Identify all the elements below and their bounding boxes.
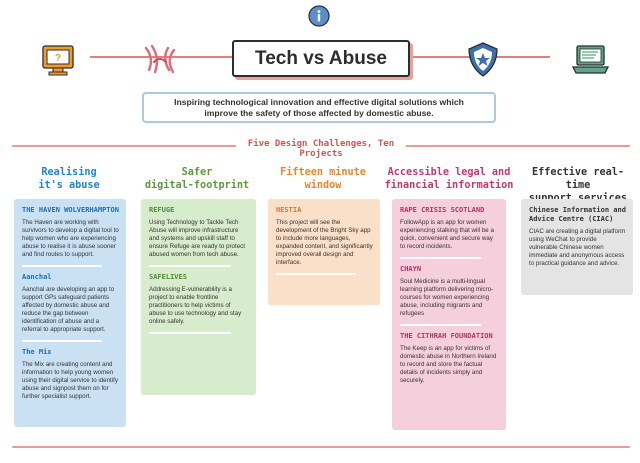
panel-realtime-support: Chinese Information and Advice Centre (C… bbox=[521, 199, 633, 295]
divider bbox=[400, 257, 482, 259]
subtitle-line-2: improve the safety of those affected by … bbox=[204, 108, 434, 118]
laptop-icon bbox=[571, 45, 610, 74]
heading-line: Accessible legal and bbox=[387, 167, 511, 178]
project-description: Using Technology to Tackle Tech Abuse wi… bbox=[149, 219, 245, 258]
panel-legal-financial: RAPE CRISIS SCOTLAND FollowApp is an app… bbox=[392, 199, 506, 430]
project-description: The Mix are creating content and informa… bbox=[22, 361, 118, 400]
project-name: THE CITHRAH FOUNDATION bbox=[400, 332, 493, 340]
shield-icon bbox=[468, 42, 498, 77]
panel-realising: THE HAVEN WOLVERHAMPTON The Haven are wo… bbox=[14, 199, 126, 427]
project-name: THE HAVEN WOLVERHAMPTON bbox=[22, 206, 119, 214]
project-name: CHAYN bbox=[400, 265, 422, 273]
heading-line: window bbox=[304, 180, 342, 191]
hands-icon bbox=[144, 44, 176, 74]
heading-line: Safer bbox=[181, 167, 213, 178]
divider bbox=[400, 324, 482, 326]
project-description: Soul Medicine is a multi-lingual learnin… bbox=[400, 278, 494, 317]
project-name: The Mix bbox=[22, 348, 52, 356]
project-name: RAPE CRISIS SCOTLAND bbox=[400, 206, 485, 214]
panel-fifteen-minute: HESTIA This project will see the develop… bbox=[268, 199, 380, 305]
monitor-icon: ? bbox=[42, 45, 74, 76]
heading-line: Effective real-time bbox=[531, 167, 624, 191]
project-description: This project will see the development of… bbox=[276, 219, 373, 266]
project-name: Aanchal bbox=[22, 273, 52, 281]
project-name: SAFELIVES bbox=[149, 273, 187, 281]
project-description: CIAC are creating a digital platform usi… bbox=[529, 228, 626, 267]
divider bbox=[276, 273, 356, 275]
column-heading-realising: Realising it's abuse bbox=[14, 166, 124, 192]
title-rule-left bbox=[90, 56, 232, 58]
subtitle-line-1: Inspiring technological innovation and e… bbox=[174, 97, 464, 107]
divider bbox=[149, 265, 231, 267]
divider bbox=[22, 265, 102, 267]
heading-line: financial information bbox=[384, 180, 514, 191]
bottom-rule bbox=[12, 446, 630, 448]
divider bbox=[22, 340, 102, 342]
project-description: The Keep is an app for victims of domest… bbox=[400, 345, 497, 384]
panel-safer-footprint: REFUGE Using Technology to Tackle Tech A… bbox=[141, 199, 256, 395]
heading-line: Fifteen minute bbox=[280, 167, 366, 178]
project-name: Chinese Information and Advice Centre (C… bbox=[529, 206, 626, 223]
column-heading-legal: Accessible legal and financial informati… bbox=[384, 166, 514, 192]
column-heading-fifteen-minute: Fifteen minute window bbox=[268, 166, 378, 192]
project-description: Aanchal are developing an app to support… bbox=[22, 286, 115, 333]
heading-line: it's abuse bbox=[38, 180, 100, 191]
page-title: Tech vs Abuse bbox=[232, 40, 410, 77]
project-description: The Haven are working with survivors to … bbox=[22, 219, 119, 258]
heading-line: support services bbox=[520, 192, 636, 205]
project-description: FollowApp is an app for women experienci… bbox=[400, 219, 494, 250]
divider bbox=[149, 332, 231, 334]
column-heading-realtime: Effective real-time support services bbox=[520, 166, 636, 205]
section-title: Five Design Challenges, Ten Projects bbox=[236, 139, 406, 159]
project-name: REFUGE bbox=[149, 206, 175, 214]
svg-text:?: ? bbox=[55, 53, 61, 64]
project-name: HESTIA bbox=[276, 206, 302, 214]
subtitle: Inspiring technological innovation and e… bbox=[142, 92, 496, 123]
project-description: Addressing E-vulnerability is a project … bbox=[149, 286, 242, 325]
info-icon bbox=[308, 5, 330, 27]
heading-line: digital-footprint bbox=[144, 180, 250, 191]
heading-line: Realising bbox=[41, 167, 97, 178]
column-heading-safer: Safer digital-footprint bbox=[142, 166, 252, 192]
